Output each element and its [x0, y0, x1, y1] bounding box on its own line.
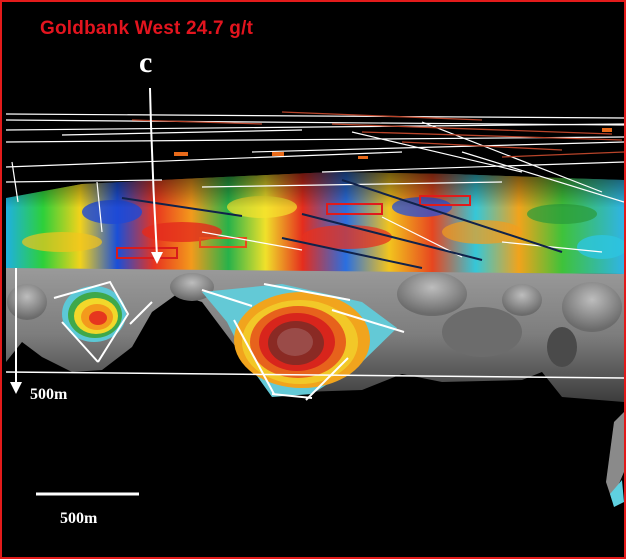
marker-letter: c	[139, 46, 153, 79]
ore-body-left	[53, 280, 153, 363]
dark-structure-lines	[121, 179, 563, 269]
brown-drill-traces	[131, 111, 624, 158]
pointer-arrow	[149, 87, 163, 264]
scale-label: 500m	[60, 510, 98, 527]
depth-label: 500m	[30, 386, 68, 403]
figure-title: Goldbank West 24.7 g/t	[40, 18, 254, 39]
ore-body-right	[201, 283, 405, 401]
depth-reference-line	[5, 371, 624, 379]
color-surface-band	[6, 172, 624, 274]
depth-arrow	[10, 268, 22, 394]
orange-specks	[174, 128, 612, 159]
wireframe-lines	[5, 113, 624, 258]
